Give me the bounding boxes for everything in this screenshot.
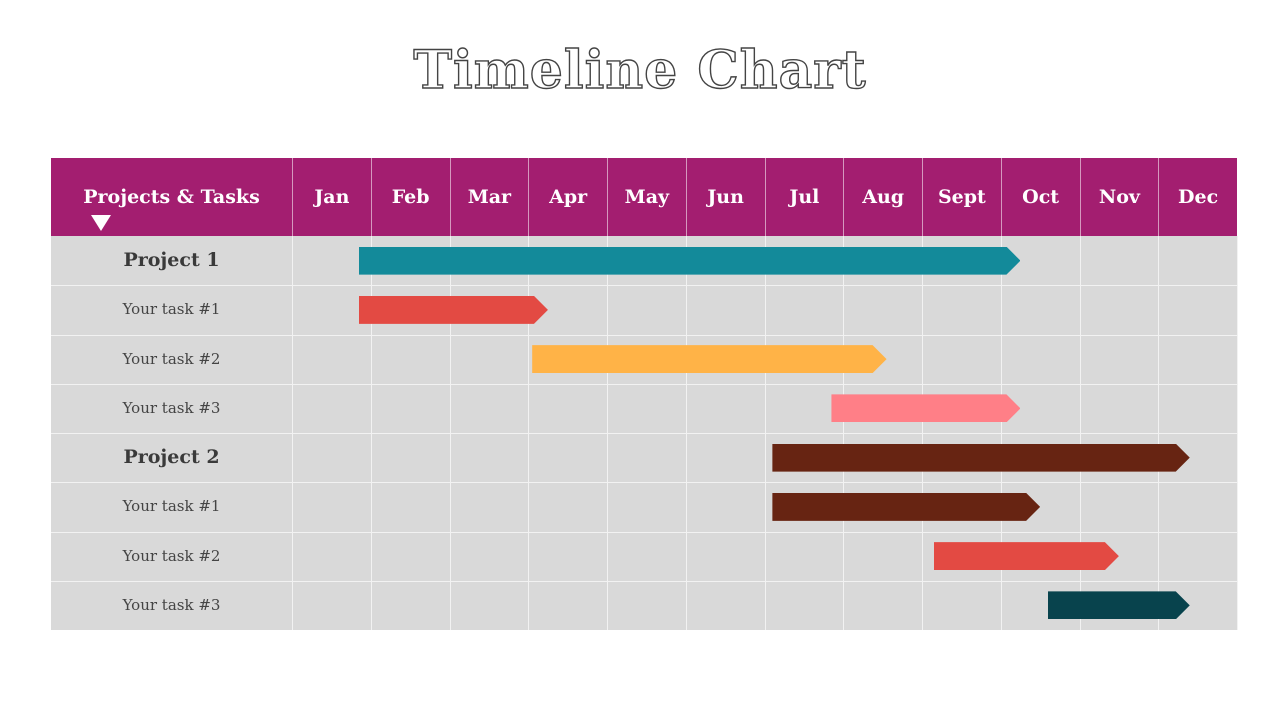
grid-row-line	[51, 383, 1237, 385]
gantt-body: Project 1 Your task #1 Your task #2 Your ta…	[51, 236, 1238, 630]
task-bar[interactable]	[359, 296, 548, 324]
task-label: Your task #2	[122, 349, 221, 368]
gantt-header: Projects & Tasks Jan Feb Mar Apr May Jun Jul Au…	[51, 158, 1237, 236]
task-label: Your task #3	[122, 595, 221, 614]
grid-row-line	[51, 531, 1237, 533]
projects-tasks-header: Projects & Tasks	[83, 186, 260, 208]
grid-row-line	[51, 334, 1237, 336]
month-header-jan: Jan	[292, 158, 371, 236]
task-label: Your task #3	[122, 398, 221, 417]
month-header-oct: Oct	[1000, 158, 1080, 236]
grid-row-line	[51, 285, 1237, 287]
gantt-chart: Projects & Tasks Jan Feb Mar Apr May Jun Jul Au…	[51, 158, 1238, 630]
project-label: Project 1	[123, 249, 220, 271]
chart-title: Timeline Chart	[413, 39, 867, 101]
task-label: Your task #2	[122, 546, 221, 565]
task-bar[interactable]	[532, 345, 886, 373]
task-bar[interactable]	[934, 542, 1119, 570]
task-bar[interactable]	[772, 493, 1040, 521]
month-header-may: May	[607, 158, 686, 236]
grid-row-line	[51, 580, 1237, 582]
month-header-jul: Jul	[764, 158, 844, 236]
task-bar[interactable]	[831, 394, 1020, 422]
project-bar[interactable]	[359, 247, 1021, 275]
task-label: Your task #1	[122, 300, 221, 319]
month-header-jun: Jun	[685, 158, 765, 236]
grid-row-line	[51, 482, 1237, 484]
task-bar[interactable]	[1048, 591, 1190, 619]
grid-row-line	[51, 433, 1237, 434]
month-header-nov: Nov	[1079, 158, 1159, 236]
month-header-dec: Dec	[1158, 158, 1237, 236]
month-header-mar: Mar	[449, 158, 529, 236]
month-header-sept: Sept	[922, 158, 1001, 236]
triangle-down-icon[interactable]	[91, 215, 111, 231]
task-label: Your task #1	[122, 497, 221, 516]
project-bar[interactable]	[772, 444, 1189, 472]
month-header-apr: Apr	[528, 158, 607, 236]
grid-column-line	[1237, 236, 1238, 630]
project-label: Project 2	[123, 446, 220, 468]
month-header-aug: Aug	[843, 158, 922, 236]
month-header-feb: Feb	[370, 158, 450, 236]
